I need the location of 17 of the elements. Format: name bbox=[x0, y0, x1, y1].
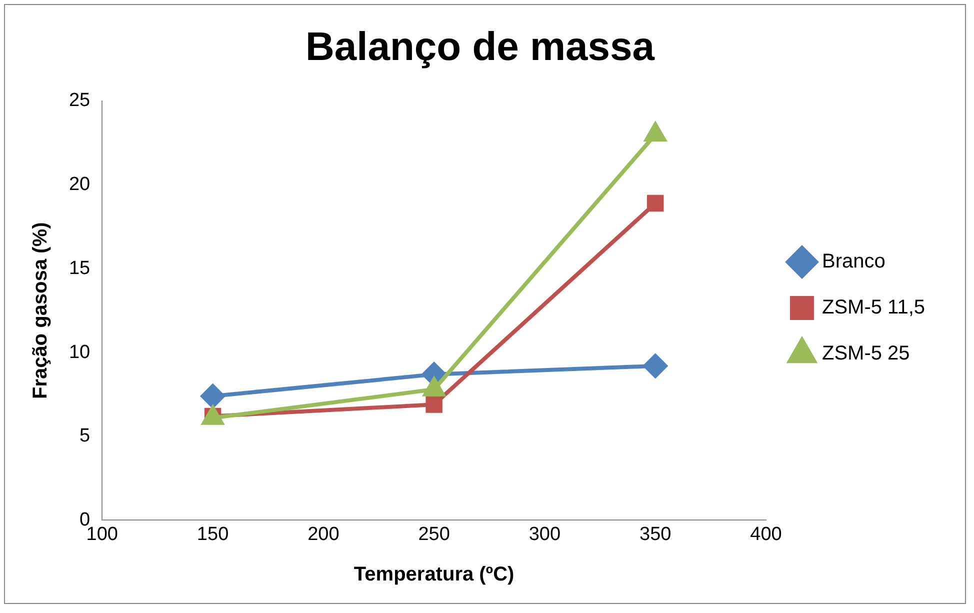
x-axis-title: Temperatura (ºC) bbox=[354, 564, 514, 586]
x-tick-label: 200 bbox=[308, 524, 340, 545]
y-axis-title: Fração gasosa (%) bbox=[30, 222, 52, 399]
legend-label: Branco bbox=[822, 250, 886, 273]
legend-label: ZSM-5 11,5 bbox=[822, 296, 925, 319]
x-tick-label: 150 bbox=[196, 524, 229, 545]
chart-title: Balanço de massa bbox=[305, 25, 656, 70]
x-tick-label: 350 bbox=[640, 524, 672, 545]
x-tick-label: 300 bbox=[528, 524, 561, 545]
legend-label: ZSM-5 25 bbox=[822, 342, 910, 365]
y-tick-label: 25 bbox=[68, 90, 90, 112]
x-tick-label: 400 bbox=[750, 524, 782, 545]
y-tick-label: 15 bbox=[68, 258, 90, 279]
x-tick-label: 250 bbox=[418, 524, 450, 545]
y-tick-label: 10 bbox=[68, 342, 90, 363]
y-tick-label: 20 bbox=[68, 174, 90, 196]
y-tick-label: 5 bbox=[80, 426, 90, 447]
